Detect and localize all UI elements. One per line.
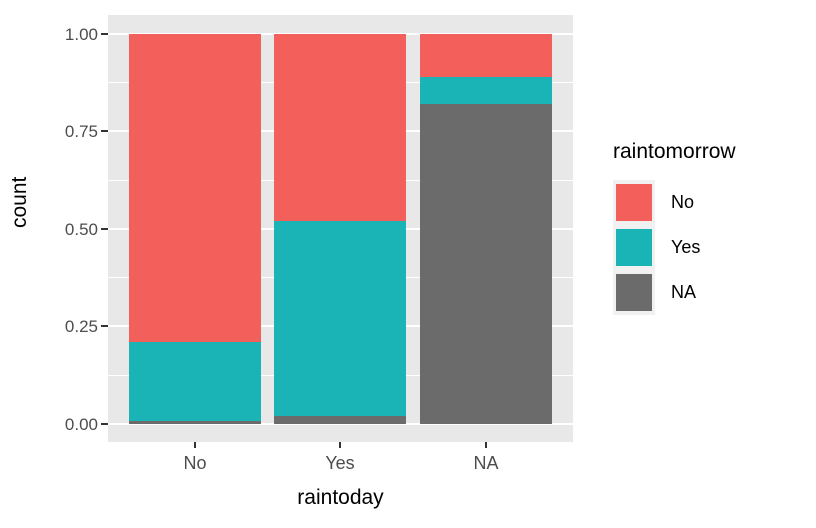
y-tick-mark (101, 325, 108, 328)
y-tick-mark (101, 130, 108, 133)
bar-segment-na (420, 103, 552, 424)
legend-item-no: No (613, 180, 808, 225)
legend-item-yes: Yes (613, 225, 808, 270)
y-tick-mark (101, 32, 108, 35)
x-tick-mark (194, 442, 196, 448)
legend-label: Yes (671, 237, 701, 257)
x-tick-label: NA (473, 453, 499, 473)
legend-title: raintomorrow (613, 140, 736, 163)
bar-segment-na (274, 416, 406, 424)
bar-segment-yes (129, 342, 261, 422)
bar-segment-no (129, 33, 261, 343)
legend-key (613, 180, 655, 225)
legend-swatch (616, 229, 652, 266)
y-tick-label: 1.00 (64, 24, 98, 44)
bar-segment-yes (420, 76, 552, 104)
bar-segment-no (420, 33, 552, 77)
bar-no (129, 15, 261, 442)
legend-items: No Yes NA (613, 180, 808, 315)
x-tick-mark (485, 442, 487, 448)
y-tick-mark (101, 227, 108, 230)
bar-yes (274, 15, 406, 442)
legend-label: No (671, 192, 695, 212)
major-gridline (108, 423, 573, 425)
legend-swatch (616, 184, 652, 221)
y-tick-label: 0.25 (64, 317, 98, 337)
bar-segment-no (274, 33, 406, 222)
y-tick-label: 0.50 (64, 219, 98, 239)
legend-key (613, 225, 655, 270)
legend-swatch (616, 274, 652, 311)
bar-na (420, 15, 552, 442)
y-tick-label: 0.75 (64, 122, 98, 142)
bar-segment-na (129, 421, 261, 424)
x-tick-mark (339, 442, 341, 448)
plot-panel (108, 15, 573, 442)
major-gridline (108, 32, 573, 35)
x-axis-title: raintoday (297, 486, 384, 509)
legend-item-na: NA (613, 270, 808, 315)
legend-label: NA (671, 282, 697, 302)
y-tick-label: 0.00 (64, 415, 98, 434)
legend-key (613, 270, 655, 315)
x-tick-label: No (183, 453, 207, 473)
y-tick-mark (101, 423, 108, 425)
bar-segment-yes (274, 221, 406, 417)
legend: raintomorrow No Yes NA (613, 140, 808, 315)
x-tick-label: Yes (325, 453, 355, 473)
